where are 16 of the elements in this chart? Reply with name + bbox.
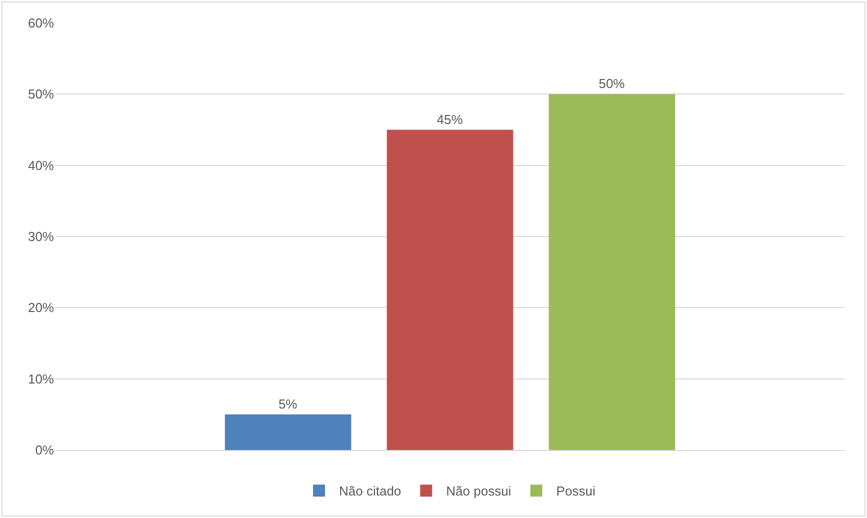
y-tick-label: 0% bbox=[35, 442, 54, 458]
y-tick-label: 10% bbox=[28, 371, 54, 386]
y-tick-label: 40% bbox=[28, 158, 54, 173]
bar bbox=[386, 130, 514, 450]
y-tick-label: 50% bbox=[28, 86, 54, 102]
y-tick-label: 60% bbox=[28, 16, 54, 31]
y-tick-label: 20% bbox=[28, 300, 54, 316]
data-label: 50% bbox=[598, 76, 626, 92]
data-label: 45% bbox=[436, 112, 464, 127]
bar bbox=[548, 94, 676, 450]
legend-label: Não possui bbox=[446, 484, 512, 499]
bar bbox=[224, 414, 352, 450]
legend-label: Possui bbox=[556, 484, 596, 499]
data-label: 5% bbox=[278, 396, 298, 412]
y-tick-label: 30% bbox=[28, 229, 54, 244]
legend-label: Não citado bbox=[339, 484, 402, 499]
